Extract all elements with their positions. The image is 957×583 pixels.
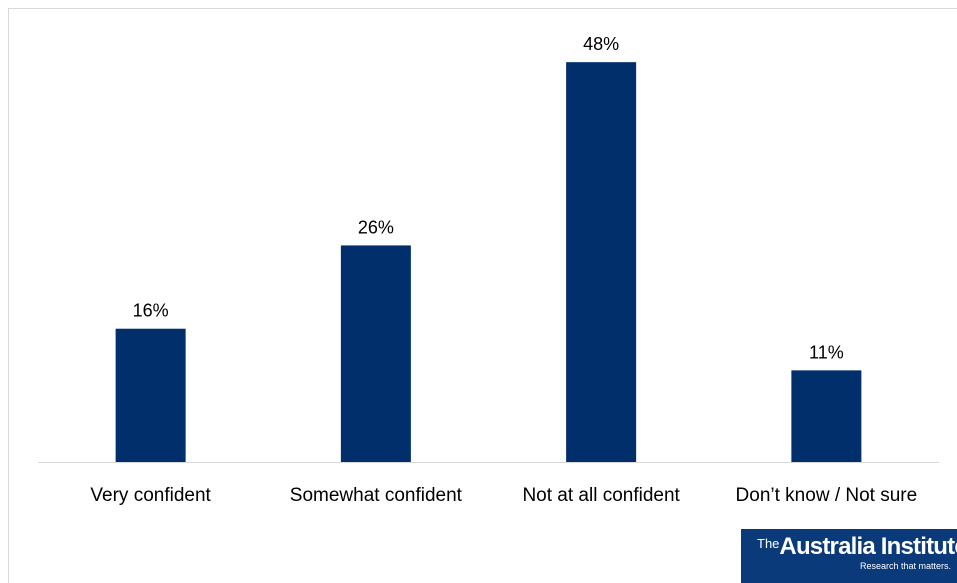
category-label: Not at all confident	[522, 485, 680, 506]
bar-value-label: 16%	[133, 301, 169, 321]
category-label: Don’t know / Not sure	[736, 485, 918, 506]
bar-value-label: 11%	[809, 342, 844, 362]
australia-institute-logo: TheAustralia Institute Research that mat…	[741, 529, 957, 583]
logo-name-text: Australia Institute	[779, 533, 957, 560]
bar-value-labels: 16% 26% 48% 11%	[133, 34, 844, 362]
category-label: Very confident	[90, 485, 211, 506]
bar-value-label: 26%	[358, 217, 394, 237]
bar-value-label: 48%	[583, 34, 619, 54]
logo-tagline: Research that matters.	[859, 561, 951, 571]
chart-frame	[8, 8, 957, 583]
bars-group	[115, 62, 862, 462]
bar-1	[115, 328, 186, 462]
logo-the-text: The	[757, 536, 780, 551]
category-labels: Very confident Somewhat confident Not at a…	[90, 485, 917, 506]
bar-3	[566, 62, 637, 462]
category-label: Somewhat confident	[290, 485, 463, 506]
bar-4	[791, 370, 862, 462]
bar-2	[340, 245, 411, 462]
